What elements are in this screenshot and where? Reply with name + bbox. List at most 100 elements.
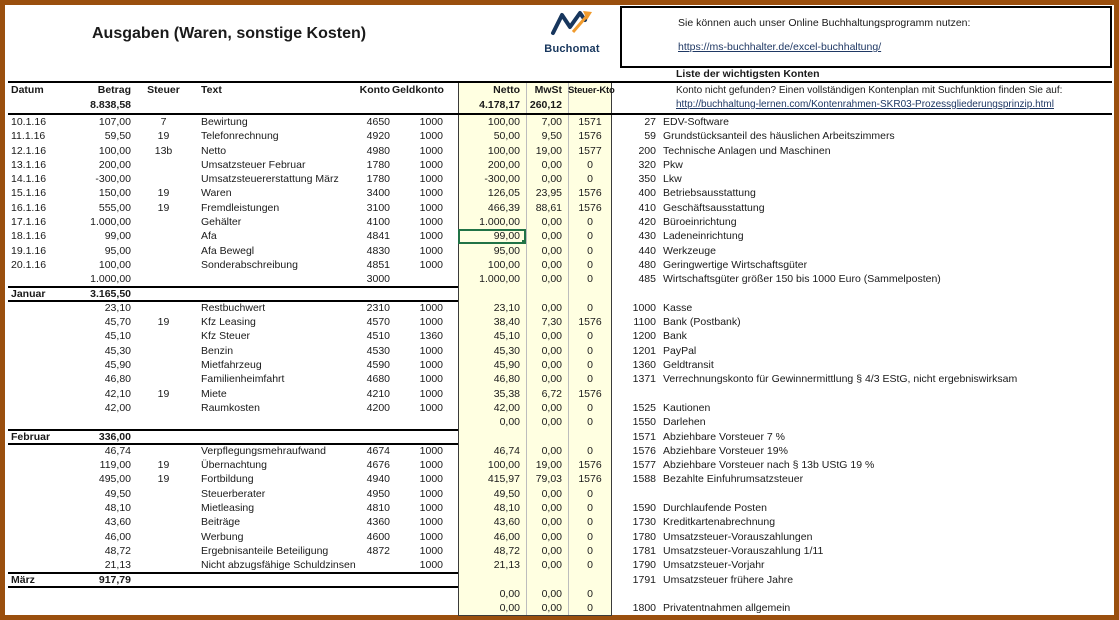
account-row[interactable]: 1100 Bank (Postbank): [620, 315, 1114, 329]
cell-steuer-kto[interactable]: 0: [587, 158, 593, 171]
cell-steuer[interactable]: 19: [157, 201, 170, 214]
account-row[interactable]: 485 Wirtschaftsgüter größer 150 bis 1000 …: [620, 272, 1114, 286]
cell-netto[interactable]: 50,00: [493, 130, 520, 143]
cell-datum[interactable]: [8, 601, 56, 615]
cell-betrag[interactable]: 42,00: [104, 401, 131, 414]
cell-steuer-kto[interactable]: 1576: [578, 473, 602, 486]
cell-netto[interactable]: 35,38: [493, 387, 520, 400]
cell-steuer[interactable]: [135, 430, 192, 444]
cell-mwst[interactable]: 0,00: [541, 487, 562, 500]
cell-text[interactable]: Mietfahrzeug: [201, 359, 262, 372]
cell-betrag[interactable]: 21,13: [104, 559, 131, 572]
account-row[interactable]: 1781 Umsatzsteuer-Vorauszahlung 1/11: [620, 544, 1114, 558]
cell-betrag[interactable]: 495,00: [98, 473, 131, 486]
cell-konto[interactable]: 4100: [366, 216, 390, 229]
cell-steuer[interactable]: [135, 272, 192, 286]
account-row[interactable]: 1590 Durchlaufende Posten: [620, 501, 1114, 515]
cell-steuer-kto[interactable]: 0: [587, 602, 593, 615]
cell-steuer[interactable]: 19: [157, 387, 170, 400]
cell-steuer-kto[interactable]: 0: [587, 258, 593, 271]
cell-mwst[interactable]: 19,00: [535, 144, 562, 157]
cell-konto[interactable]: 4830: [366, 244, 390, 257]
cell-netto[interactable]: 46,00: [493, 530, 520, 543]
cell-netto[interactable]: 46,80: [493, 373, 520, 386]
cell-text[interactable]: Fortbildung: [201, 473, 254, 486]
cell-betrag[interactable]: 1.000,00: [90, 273, 131, 286]
cell-datum[interactable]: [8, 329, 56, 343]
cell-text[interactable]: Ergebnisanteile Beteiligung: [201, 544, 329, 557]
cell-datum[interactable]: [8, 587, 56, 601]
cell-text[interactable]: [192, 272, 352, 286]
cell-netto[interactable]: -300,00: [484, 173, 520, 186]
account-row[interactable]: 430 Ladeneinrichtung: [620, 229, 1114, 243]
cell-netto[interactable]: 100,00: [487, 116, 520, 128]
cell-text[interactable]: [192, 415, 352, 429]
cell-betrag[interactable]: [56, 587, 135, 601]
cell-betrag[interactable]: 99,00: [104, 230, 131, 243]
cell-geldkonto[interactable]: 1000: [419, 544, 443, 557]
cell-steuer-kto[interactable]: 0: [587, 587, 593, 600]
cell-geldkonto[interactable]: 1000: [419, 216, 443, 229]
cell-text[interactable]: Kfz Leasing: [201, 316, 256, 329]
cell-netto[interactable]: 95,00: [493, 244, 520, 257]
cell-text[interactable]: Telefonrechnung: [201, 130, 279, 143]
column-header-steuer[interactable]: Steuer: [147, 84, 180, 96]
cell-konto[interactable]: 4940: [366, 473, 390, 486]
cell-steuer[interactable]: [135, 587, 192, 601]
cell-steuer-kto[interactable]: 0: [587, 502, 593, 515]
cell-mwst[interactable]: 7,30: [541, 316, 562, 329]
cell-steuer-kto[interactable]: 1571: [578, 116, 602, 128]
cell-steuer-kto[interactable]: 0: [587, 516, 593, 529]
cell-steuer[interactable]: 19: [157, 473, 170, 486]
cell-netto[interactable]: 0,00: [499, 587, 520, 600]
cell-geldkonto[interactable]: 1000: [419, 187, 443, 200]
cell-steuer[interactable]: 19: [157, 130, 170, 143]
account-row[interactable]: 1780 Umsatzsteuer-Vorauszahlungen: [620, 530, 1114, 544]
cell-steuer-kto[interactable]: 0: [587, 330, 593, 343]
cell-mwst[interactable]: [526, 573, 568, 587]
cell-steuer-kto[interactable]: 0: [587, 530, 593, 543]
account-row[interactable]: [620, 587, 1114, 601]
cell-datum[interactable]: 15.1.16: [11, 187, 47, 200]
cell-geldkonto[interactable]: 1000: [419, 344, 443, 357]
column-header-text[interactable]: Text: [201, 84, 222, 96]
cell-steuer[interactable]: [135, 244, 192, 258]
cell-text[interactable]: Waren: [201, 187, 232, 200]
month-total[interactable]: 917,79: [98, 573, 131, 586]
cell-netto[interactable]: 46,74: [493, 444, 520, 457]
cell-steuer-kto[interactable]: 1576: [578, 316, 602, 329]
account-row[interactable]: 420 Büroeinrichtung: [620, 215, 1114, 229]
account-row[interactable]: 1730 Kreditkartenabrechnung: [620, 515, 1114, 529]
account-row[interactable]: 320 Pkw: [620, 158, 1114, 172]
cell-text[interactable]: Familienheimfahrt: [201, 373, 285, 386]
column-header-mwst[interactable]: MwSt: [534, 84, 562, 96]
account-row[interactable]: 480 Geringwertige Wirtschaftsgüter: [620, 258, 1114, 272]
cell-steuer[interactable]: [135, 215, 192, 229]
cell-steuer[interactable]: [135, 172, 192, 186]
cell-mwst[interactable]: 0,00: [541, 544, 562, 557]
cell-mwst[interactable]: 23,95: [535, 187, 562, 200]
cell-konto[interactable]: 3000: [366, 273, 390, 286]
cell-steuer[interactable]: [135, 501, 192, 515]
account-row[interactable]: 1571 Abziehbare Vorsteuer 7 %: [620, 430, 1114, 444]
cell-mwst[interactable]: 0,00: [541, 344, 562, 357]
cell-netto[interactable]: 99,00: [458, 229, 526, 244]
cell-mwst[interactable]: 0,00: [541, 158, 562, 171]
cell-datum[interactable]: [8, 530, 56, 544]
cell-konto[interactable]: 4851: [366, 258, 390, 271]
cell-betrag[interactable]: 43,60: [104, 516, 131, 529]
cell-konto[interactable]: [352, 601, 392, 615]
cell-betrag[interactable]: 49,50: [104, 487, 131, 500]
month-label[interactable]: März: [11, 573, 35, 586]
cell-geldkonto[interactable]: 1000: [419, 173, 443, 186]
cell-betrag[interactable]: 95,00: [104, 244, 131, 257]
cell-datum[interactable]: [8, 358, 56, 372]
cell-text[interactable]: Kfz Steuer: [201, 330, 251, 343]
cell-text[interactable]: Beiträge: [201, 516, 241, 529]
cell-mwst[interactable]: 9,50: [541, 130, 562, 143]
cell-text[interactable]: Raumkosten: [201, 401, 260, 414]
cell-steuer-kto[interactable]: 0: [587, 401, 593, 414]
cell-geldkonto[interactable]: 1000: [419, 487, 443, 500]
cell-betrag[interactable]: 1.000,00: [90, 216, 131, 229]
cell-geldkonto[interactable]: 1000: [419, 230, 443, 243]
